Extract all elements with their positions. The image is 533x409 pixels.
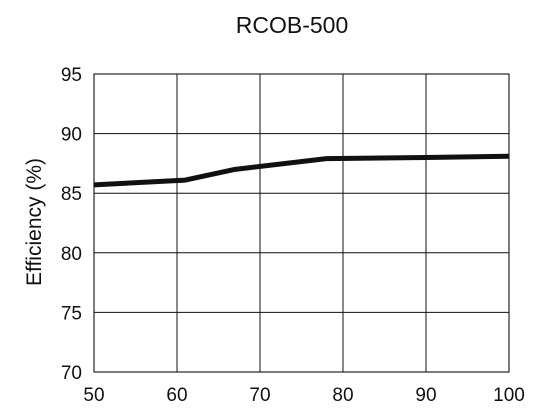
y-tick-label: 90: [61, 125, 82, 146]
x-tick-label: 70: [249, 385, 270, 406]
y-tick-label: 75: [61, 303, 82, 324]
x-tick-label: 50: [83, 385, 104, 406]
y-tick-label: 70: [61, 363, 82, 384]
x-tick-label: 80: [332, 385, 353, 406]
x-tick-label: 100: [493, 385, 525, 406]
chart-title: RCOB-500: [236, 12, 348, 38]
plot-border: [93, 73, 510, 373]
x-tick-label: 60: [166, 385, 187, 406]
x-tick-label: 90: [415, 385, 436, 406]
grid: [94, 74, 509, 372]
efficiency-series-line: [93, 153, 510, 188]
y-tick-label: 80: [61, 244, 82, 265]
y-tick-label: 85: [61, 184, 82, 205]
y-axis-label: Efficiency (%): [23, 158, 46, 286]
tick-labels: 50 60 70 80 90 100 70 75 80 85 90 95: [61, 65, 525, 406]
y-tick-label: 95: [61, 65, 82, 86]
